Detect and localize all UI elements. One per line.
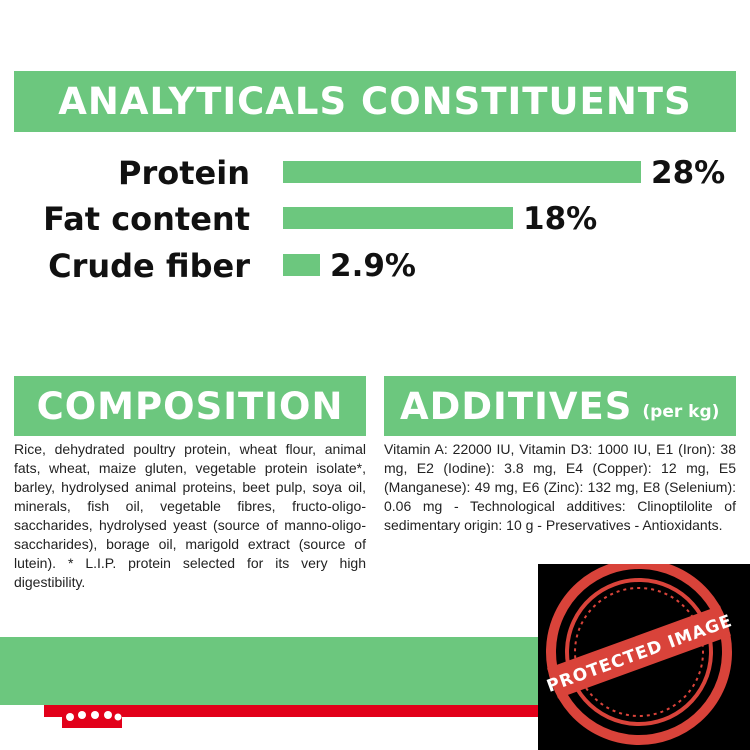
label-crude-fiber: Crude fiber bbox=[48, 247, 250, 285]
label-protein: Protein bbox=[118, 154, 250, 192]
value-protein: 28% bbox=[651, 155, 726, 191]
additives-text: Vitamin A: 22000 IU, Vitamin D3: 1000 IU… bbox=[384, 441, 736, 533]
bar-crude-fiber bbox=[283, 254, 320, 276]
composition-text: Rice, dehydrated poultry protein, wheat … bbox=[14, 441, 366, 590]
footer-red-stripe bbox=[44, 705, 544, 717]
composition-title: COMPOSITION bbox=[36, 384, 344, 428]
watermark-overlay: PROTECTED IMAGE bbox=[538, 564, 750, 750]
additives-title: ADDITIVES bbox=[400, 384, 633, 428]
composition-title-banner: COMPOSITION bbox=[14, 376, 366, 436]
additives-unit: (per kg) bbox=[642, 402, 720, 422]
analytics-title-banner: ANALYTICALS CONSTITUENTS bbox=[14, 71, 736, 132]
analytics-title: ANALYTICALS CONSTITUENTS bbox=[58, 80, 692, 123]
additives-title-banner: ADDITIVES (per kg) bbox=[384, 376, 736, 436]
bar-fat-content bbox=[283, 207, 513, 229]
value-fat-content: 18% bbox=[523, 201, 598, 237]
crown-logo-icon bbox=[62, 706, 122, 733]
bar-protein bbox=[283, 161, 641, 183]
value-crude-fiber: 2.9% bbox=[330, 248, 416, 284]
label-fat-content: Fat content bbox=[43, 200, 250, 238]
protected-stamp-icon: PROTECTED IMAGE bbox=[544, 564, 735, 745]
